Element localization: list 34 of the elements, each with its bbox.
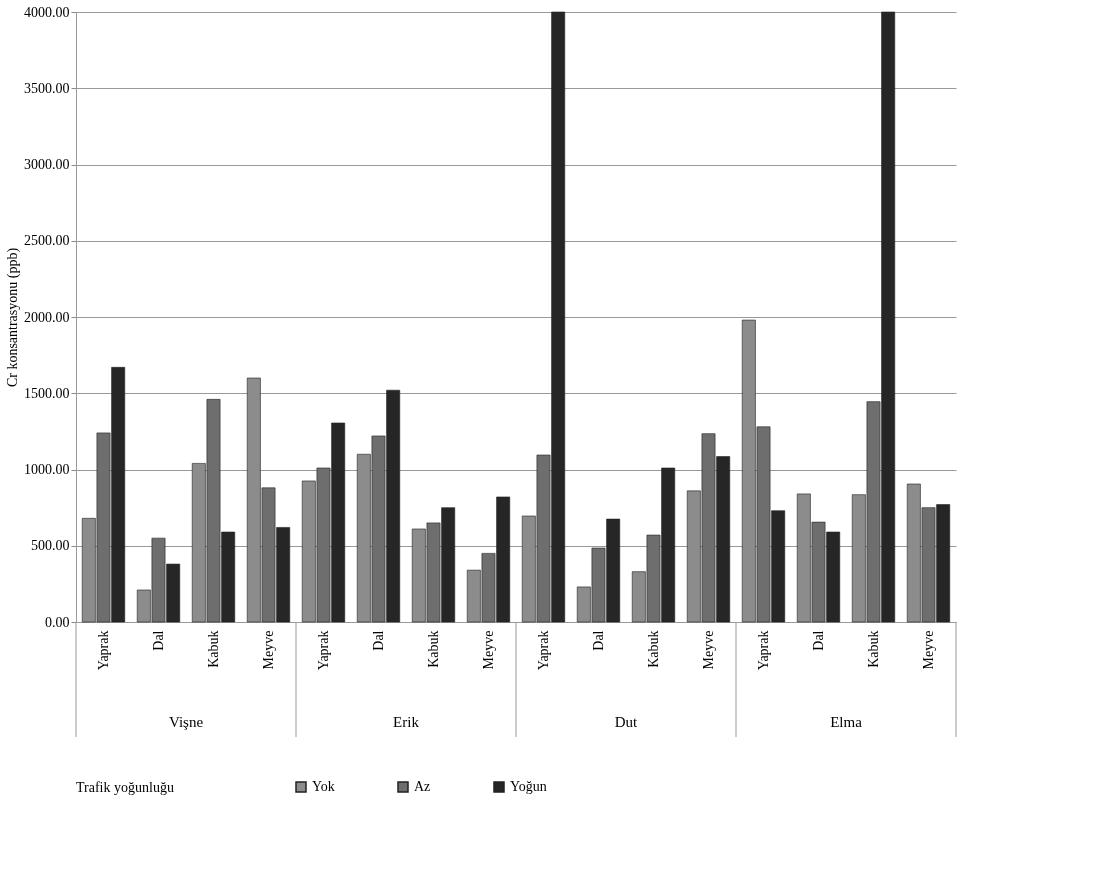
legend-label: Yoğun — [510, 779, 547, 794]
x-tick-label: Dal — [151, 630, 166, 651]
x-tick-label: Yaprak — [756, 630, 771, 671]
x-tick-label: Dal — [591, 630, 606, 651]
x-tick-label: Meyve — [261, 630, 276, 670]
x-tick-label: Kabuk — [206, 630, 221, 668]
legend-label: Az — [414, 779, 431, 794]
y-tick-label: 3500.00 — [24, 80, 70, 96]
text: Erik — [393, 714, 420, 730]
x-tick-label: Yaprak — [96, 630, 111, 671]
x-tick-label: Meyve — [701, 630, 716, 670]
y-axis-title: Cr konsantrasyonu (ppb) — [5, 247, 21, 388]
y-tick-label: 0.00 — [45, 614, 70, 630]
x-tick-label: Kabuk — [866, 630, 881, 668]
x-tick-label: Meyve — [921, 630, 936, 670]
legend-label: Yok — [312, 779, 335, 794]
y-tick-label: 1000.00 — [24, 462, 70, 477]
x-tick-label: Yaprak — [536, 630, 551, 671]
x-tick-label: Dal — [811, 630, 826, 651]
y-tick-label: 4000.00 — [24, 4, 70, 20]
x-tick-label: Kabuk — [646, 630, 661, 668]
text: Vişne — [168, 714, 204, 730]
x-tick-label: Dal — [371, 630, 386, 651]
text: Elma — [830, 714, 863, 730]
y-tick-label: 2500.00 — [24, 233, 70, 249]
y-tick-label: 500.00 — [31, 538, 70, 554]
y-tick-label: 1500.00 — [24, 385, 70, 401]
x-tick-label: Yaprak — [316, 630, 331, 671]
x-tick-label: Kabuk — [426, 630, 441, 668]
y-tick-label: 2000.00 — [24, 309, 70, 325]
text: Dut — [614, 714, 639, 730]
y-tick-label: 3000.00 — [24, 157, 70, 172]
legend-title: Trafik yoğunluğu — [76, 780, 174, 795]
x-tick-label: Meyve — [481, 630, 496, 670]
